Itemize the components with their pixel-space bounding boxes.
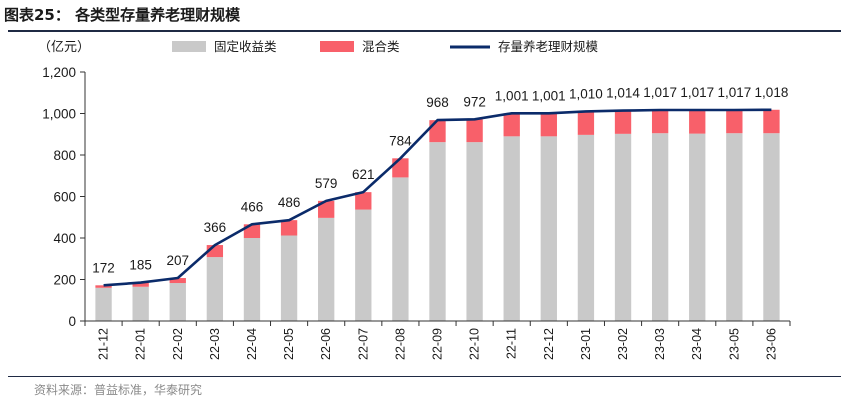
legend-label-total: 存量养老理财规模 — [498, 39, 599, 54]
y-tick-label: 0 — [68, 314, 76, 329]
source-divider — [8, 376, 841, 377]
data-label-total: 1,014 — [606, 86, 640, 101]
x-tick-label: 22-08 — [393, 328, 407, 360]
data-label-total: 621 — [352, 167, 375, 182]
x-tick-label: 23-05 — [727, 328, 741, 360]
bar-mixed — [689, 109, 706, 134]
bar-mixed — [355, 192, 372, 210]
x-tick-label: 22-04 — [245, 328, 259, 360]
data-label-total: 486 — [278, 195, 301, 210]
bar-mixed — [466, 119, 483, 143]
y-tick-label: 600 — [53, 190, 76, 205]
bar-fixed-income — [429, 142, 446, 321]
bar-mixed — [540, 113, 557, 137]
legend-swatch-mixed — [320, 41, 354, 52]
x-tick-label: 23-03 — [653, 328, 667, 360]
bar-fixed-income — [169, 283, 186, 321]
data-label-total: 1,017 — [680, 85, 714, 100]
legend-swatch-fixed-income — [172, 41, 206, 52]
data-label-total: 185 — [129, 258, 152, 273]
bar-mixed — [651, 109, 669, 134]
x-tick-label: 22-07 — [356, 328, 370, 360]
bar-fixed-income — [243, 238, 261, 321]
data-label-total: 1,001 — [495, 88, 529, 103]
y-tick-label: 200 — [53, 273, 76, 288]
x-tick-label: 22-05 — [282, 328, 296, 360]
x-tick-label: 22-10 — [468, 328, 482, 360]
data-label-total: 1,017 — [717, 85, 751, 100]
y-tick-label: 1,200 — [42, 65, 76, 80]
bar-fixed-income — [318, 217, 335, 321]
bar-mixed — [280, 220, 298, 236]
data-label-total: 1,001 — [532, 88, 566, 103]
x-tick-label: 23-04 — [690, 328, 704, 360]
x-tick-label: 22-02 — [171, 328, 185, 360]
legend-label-mixed: 混合类 — [362, 39, 400, 54]
data-label-total: 579 — [315, 176, 338, 191]
bar-mixed — [577, 111, 595, 135]
bar-fixed-income — [651, 133, 669, 321]
bars — [95, 109, 780, 321]
bar-fixed-income — [280, 235, 298, 321]
data-label-total: 207 — [166, 253, 189, 268]
x-tick-label: 22-06 — [319, 328, 333, 360]
bar-mixed — [726, 109, 743, 134]
x-tick-label: 21-12 — [97, 328, 111, 360]
x-tick-label: 23-06 — [764, 328, 778, 360]
x-tick-label: 22-12 — [542, 328, 556, 360]
bar-mixed — [392, 158, 409, 178]
bar-fixed-income — [503, 136, 520, 321]
bar-mixed — [95, 285, 112, 288]
bar-fixed-income — [466, 142, 483, 321]
bar-fixed-income — [392, 177, 409, 321]
y-tick-label: 800 — [53, 148, 76, 163]
bar-mixed — [763, 109, 780, 134]
total-line-path — [103, 108, 772, 287]
bar-mixed — [169, 278, 186, 284]
data-label-total: 1,018 — [755, 85, 789, 100]
bar-fixed-income — [763, 133, 780, 321]
x-tick-label: 22-01 — [134, 328, 148, 360]
x-tick-label: 23-02 — [616, 328, 630, 360]
bar-mixed — [318, 200, 335, 218]
bar-fixed-income — [577, 134, 595, 321]
title-bar — [8, 4, 841, 32]
y-axis: 0 200 400 600 800 1,000 1,200 — [42, 65, 86, 329]
bar-fixed-income — [726, 133, 743, 321]
bar-fixed-income — [132, 286, 149, 321]
data-label-total: 784 — [389, 133, 412, 148]
data-label-total: 1,010 — [569, 86, 603, 101]
y-tick-label: 1,000 — [42, 107, 76, 122]
bar-mixed — [503, 113, 520, 137]
data-label-total: 172 — [92, 260, 115, 275]
bar-fixed-income — [95, 287, 112, 321]
legend: 固定收益类 混合类 存量养老理财规模 — [172, 39, 599, 54]
data-label-total: 466 — [241, 199, 264, 214]
data-label-total: 972 — [463, 94, 486, 109]
x-tick-label: 22-11 — [505, 328, 519, 359]
source-note: 资料来源：普益标准，华泰研究 — [34, 383, 203, 397]
x-tick-label: 22-03 — [208, 328, 222, 360]
legend-label-fixed-income: 固定收益类 — [214, 39, 277, 54]
data-label-total: 1,017 — [643, 85, 677, 100]
x-tick-label: 23-01 — [579, 328, 593, 360]
bar-fixed-income — [355, 209, 372, 321]
x-tick-label: 22-09 — [431, 328, 445, 360]
bar-mixed — [614, 110, 632, 134]
bar-fixed-income — [206, 257, 224, 321]
data-label-total: 968 — [426, 95, 449, 110]
bar-fixed-income — [540, 136, 557, 321]
bar-mixed — [429, 120, 446, 143]
data-label-total: 366 — [204, 220, 227, 235]
bar-fixed-income — [689, 133, 706, 321]
y-axis-unit-label: （亿元） — [38, 39, 90, 54]
y-tick-label: 400 — [53, 231, 76, 246]
figure-title: 图表25： 各类型存量养老理财规模 — [4, 6, 241, 24]
x-axis: 21-12 22-01 22-02 22-03 22-04 22-05 22-06 22-07… — [84, 320, 791, 360]
bar-fixed-income — [614, 133, 632, 321]
bar-mixed — [132, 282, 149, 287]
